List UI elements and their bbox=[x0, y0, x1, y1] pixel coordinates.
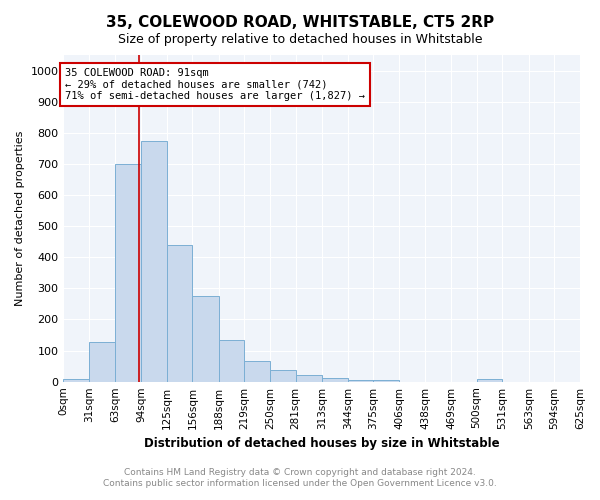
Bar bbox=[64, 379, 89, 382]
Bar bbox=[476, 378, 502, 382]
Text: Contains HM Land Registry data © Crown copyright and database right 2024.
Contai: Contains HM Land Registry data © Crown c… bbox=[103, 468, 497, 487]
X-axis label: Distribution of detached houses by size in Whitstable: Distribution of detached houses by size … bbox=[144, 437, 500, 450]
Bar bbox=[193, 296, 219, 382]
Bar bbox=[296, 375, 322, 382]
Bar bbox=[373, 380, 399, 382]
Text: 35 COLEWOOD ROAD: 91sqm
← 29% of detached houses are smaller (742)
71% of semi-d: 35 COLEWOOD ROAD: 91sqm ← 29% of detache… bbox=[65, 68, 365, 102]
Bar bbox=[348, 380, 373, 382]
Bar bbox=[219, 340, 244, 382]
Text: Size of property relative to detached houses in Whitstable: Size of property relative to detached ho… bbox=[118, 32, 482, 46]
Text: 35, COLEWOOD ROAD, WHITSTABLE, CT5 2RP: 35, COLEWOOD ROAD, WHITSTABLE, CT5 2RP bbox=[106, 15, 494, 30]
Y-axis label: Number of detached properties: Number of detached properties bbox=[15, 130, 25, 306]
Bar bbox=[115, 164, 141, 382]
Bar bbox=[167, 245, 193, 382]
Bar bbox=[270, 370, 296, 382]
Bar bbox=[141, 140, 167, 382]
Bar bbox=[89, 342, 115, 382]
Bar bbox=[322, 378, 348, 382]
Bar bbox=[244, 360, 270, 382]
